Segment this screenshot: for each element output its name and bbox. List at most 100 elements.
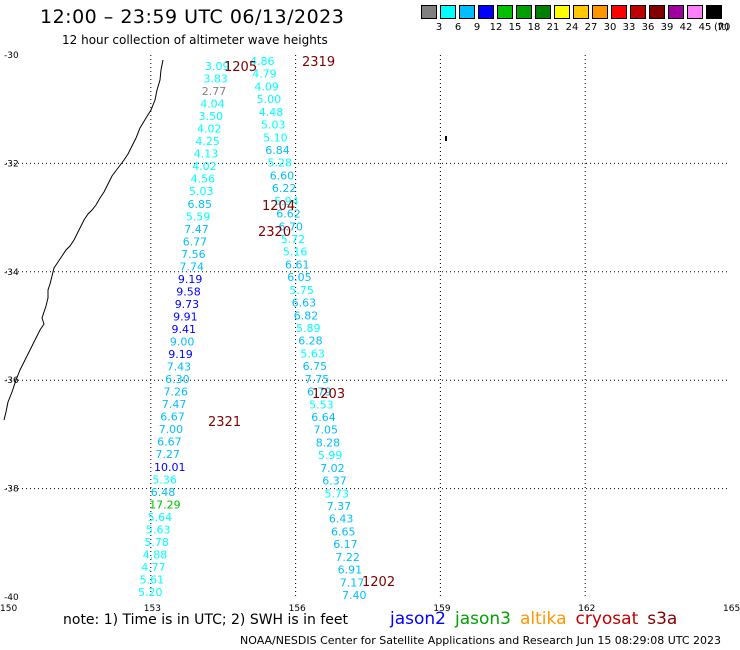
swh-value: 4.09 (254, 80, 279, 93)
colorbar-swatch (478, 5, 494, 19)
swh-value: 7.75 (305, 373, 330, 386)
colorbar-swatch (592, 5, 608, 19)
mission-name: s3a (647, 609, 678, 629)
swh-value: 6.22 (272, 182, 297, 195)
swh-value: 6.28 (298, 335, 323, 348)
swh-value: 7.22 (335, 551, 360, 564)
swh-value: 6.91 (338, 564, 363, 577)
swh-value: 4.79 (252, 68, 277, 81)
swh-value: 5.78 (144, 536, 169, 549)
colorbar-label: 6 (454, 22, 462, 33)
credit-line: NOAA/NESDIS Center for Satellite Applica… (240, 634, 722, 647)
lon-tick-label: 159 (433, 604, 450, 614)
lon-tick-label: 150 (0, 604, 17, 614)
swh-value: 9.58 (176, 285, 201, 298)
colorbar-swatch (497, 5, 513, 19)
lat-lon-grid (6, 55, 730, 597)
colorbar-label: 21 (546, 22, 560, 33)
colorbar-swatch (668, 5, 684, 19)
colorbar-swatch (573, 5, 589, 19)
colorbar-swatch (630, 5, 646, 19)
page-title: 12:00 – 23:59 UTC 06/13/2023 (40, 6, 345, 28)
swh-value: 4.77 (141, 561, 166, 574)
swh-value: 6.37 (322, 475, 347, 488)
colorbar-label: 15 (508, 22, 522, 33)
pass-time-label: 2321 (208, 415, 241, 430)
colorbar-unit: (ft) (714, 22, 730, 33)
swh-value: 6.60 (270, 169, 295, 182)
swh-value: 5.63 (146, 523, 171, 536)
page-subtitle: 12 hour collection of altimeter wave hei… (62, 33, 328, 47)
swh-value: 6.05 (287, 271, 312, 284)
colorbar-swatch (535, 5, 551, 19)
lon-tick-label: 153 (144, 604, 161, 614)
island-marker (445, 136, 447, 141)
swh-value: 5.16 (283, 246, 308, 259)
swh-value: 6.61 (285, 258, 310, 271)
swh-value: 4.02 (197, 123, 222, 136)
swh-value: 4.13 (194, 148, 219, 161)
swh-value: 5.36 (152, 473, 177, 486)
swh-value: 7.17 (340, 576, 365, 589)
swh-value: 6.62 (276, 208, 301, 221)
pass-time-label: 1203 (312, 387, 345, 402)
swh-value: 7.02 (320, 462, 345, 475)
swh-value: 5.61 (140, 574, 165, 587)
swh-value: 5.53 (309, 398, 334, 411)
swh-value: 7.47 (184, 223, 209, 236)
pass-time-label: 2320 (258, 225, 291, 240)
note-text: note: 1) Time is in UTC; 2) SWH is in fe… (63, 612, 349, 628)
swh-value: 9.73 (175, 298, 200, 311)
pass-time-label: 2319 (302, 55, 335, 70)
swh-value: 4.02 (192, 160, 217, 173)
swh-value: 8.28 (316, 436, 341, 449)
pass-time-label: 1202 (362, 575, 395, 590)
swh-value: 6.43 (329, 513, 354, 526)
colorbar-swatch (687, 5, 703, 19)
colorbar-swatch (611, 5, 627, 19)
colorbar-swatch (516, 5, 532, 19)
colorbar-label: 42 (679, 22, 693, 33)
swh-value: 5.20 (138, 586, 163, 599)
swh-value: 7.37 (327, 500, 352, 513)
colorbar-label: 36 (641, 22, 655, 33)
swh-value: 9.00 (170, 336, 195, 349)
swh-value: 4.48 (259, 106, 284, 119)
lon-tick-label: 165 (723, 604, 740, 614)
lat-tick-label: -30 (4, 51, 19, 61)
colorbar-swatch (421, 5, 437, 19)
lon-tick-label: 162 (578, 604, 595, 614)
swh-value: 3.09 (205, 60, 230, 73)
colorbar-swatch (459, 5, 475, 19)
swh-value: 6.48 (151, 486, 176, 499)
swh-value: 5.73 (325, 487, 350, 500)
swh-value: 6.75 (303, 360, 328, 373)
swh-value: 6.79 (307, 386, 332, 399)
swh-value: 7.05 (314, 424, 339, 437)
axis-labels: 150 153 156 159 162 165 -30 -32 -34 -36 -38 -40 (0, 51, 740, 614)
swh-value: 6.17 (333, 538, 358, 551)
colorbar-label: 9 (473, 22, 481, 33)
swh-value: 2.77 (202, 85, 227, 98)
swh-value: 5.63 (300, 347, 325, 360)
swh-value: 7.26 (164, 386, 189, 399)
colorbar-swatch (649, 5, 665, 19)
mission-name: cryosat (575, 609, 639, 629)
colorbar-label: 24 (565, 22, 579, 33)
swh-value: 7.00 (159, 423, 184, 436)
swh-value: 5.72 (281, 233, 306, 246)
mission-name: altika (520, 609, 567, 629)
swh-value: 9.91 (173, 311, 198, 324)
coastline (3, 59, 164, 421)
pass-time-labels: 1205 2319 1204 2320 1203 2321 1202 (208, 55, 395, 590)
altimeter-tracks: 3.093.832.774.043.504.024.254.134.024.56… (138, 55, 367, 602)
swh-value: 7.40 (342, 589, 367, 602)
colorbar-label: 45 (698, 22, 712, 33)
swh-value: 6.67 (157, 436, 182, 449)
swh-value: 9.19 (178, 273, 203, 286)
swh-value: 4.56 (191, 173, 216, 186)
swh-value: 4.86 (250, 55, 275, 68)
swh-value: 6.65 (331, 525, 356, 538)
swh-value: 6.84 (265, 144, 290, 157)
